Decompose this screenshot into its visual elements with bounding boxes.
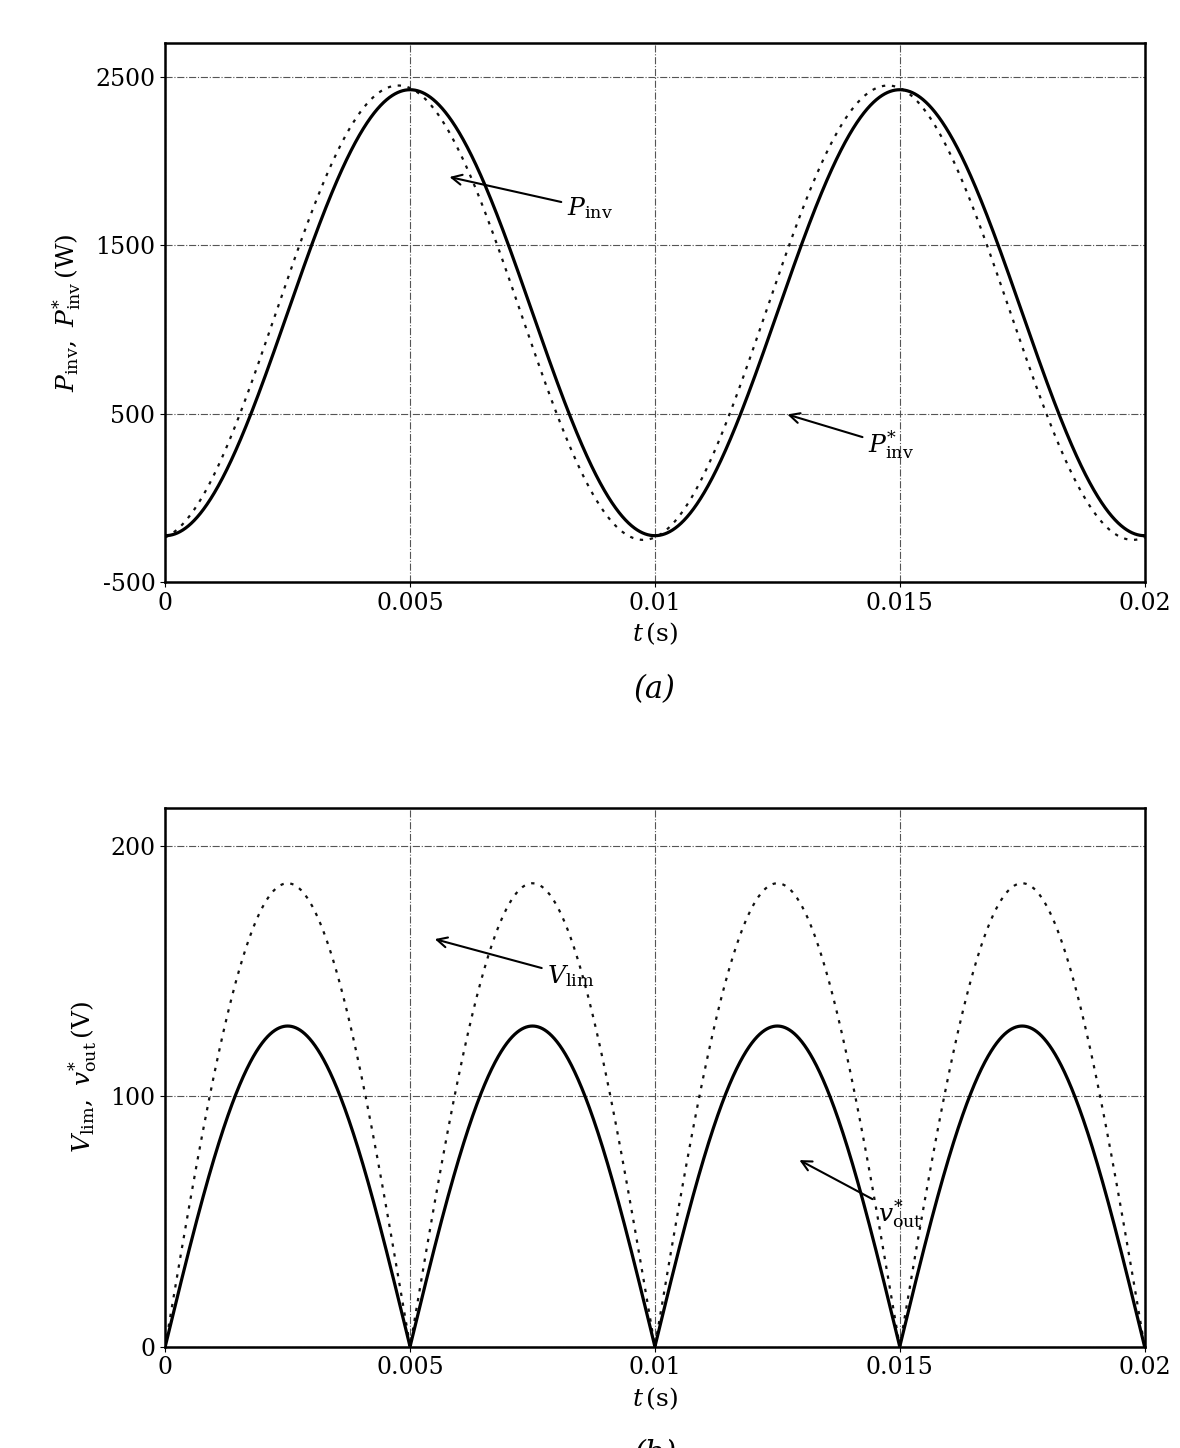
X-axis label: $t\,(\mathrm{s})$: $t\,(\mathrm{s})$ — [631, 620, 678, 647]
Text: $V_{\mathrm{lim}}$: $V_{\mathrm{lim}}$ — [437, 937, 595, 989]
Text: $v_{\mathrm{out}}^{*}$: $v_{\mathrm{out}}^{*}$ — [801, 1161, 923, 1231]
X-axis label: $t\,(\mathrm{s})$: $t\,(\mathrm{s})$ — [631, 1384, 678, 1412]
Text: (a): (a) — [634, 675, 676, 705]
Text: $P_{\mathrm{inv}}$: $P_{\mathrm{inv}}$ — [452, 175, 612, 222]
Text: $P_{\mathrm{inv}}^{*}$: $P_{\mathrm{inv}}^{*}$ — [789, 413, 913, 462]
Y-axis label: $V_{\mathrm{lim}},\ v_{\mathrm{out}}^{*}\,(\mathrm{V})$: $V_{\mathrm{lim}},\ v_{\mathrm{out}}^{*}… — [66, 1001, 99, 1154]
Y-axis label: $P_{\mathrm{inv}},\ P_{\mathrm{inv}}^{*}\,(\mathrm{W})$: $P_{\mathrm{inv}},\ P_{\mathrm{inv}}^{*}… — [51, 233, 84, 392]
Text: (b): (b) — [634, 1439, 676, 1448]
